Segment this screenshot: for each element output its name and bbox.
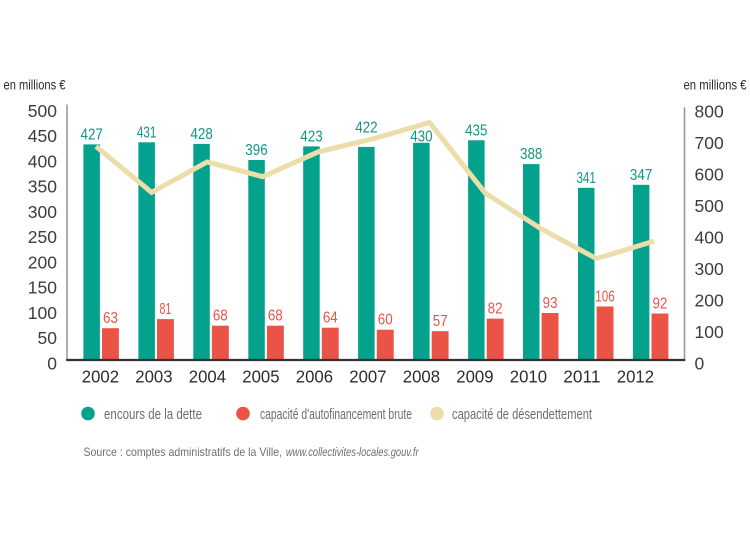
svg-text:450: 450 (28, 126, 57, 146)
svg-text:2005: 2005 (242, 367, 279, 387)
svg-text:0: 0 (695, 353, 705, 373)
svg-text:423: 423 (300, 128, 322, 145)
svg-text:427: 427 (81, 126, 103, 143)
svg-text:700: 700 (695, 133, 724, 153)
svg-text:63: 63 (103, 310, 118, 327)
svg-text:150: 150 (28, 278, 57, 298)
svg-text:400: 400 (28, 151, 57, 171)
svg-text:2007: 2007 (349, 367, 386, 387)
svg-text:396: 396 (245, 142, 267, 159)
svg-text:300: 300 (28, 202, 57, 222)
svg-text:2011: 2011 (563, 367, 600, 387)
svg-text:2002: 2002 (82, 367, 119, 387)
svg-text:200: 200 (695, 290, 724, 310)
svg-text:81: 81 (159, 301, 171, 318)
svg-text:2004: 2004 (189, 367, 226, 387)
svg-text:341: 341 (576, 170, 596, 187)
svg-text:600: 600 (695, 164, 724, 184)
svg-text:250: 250 (28, 227, 57, 247)
svg-text:Source : comptes administratif: Source : comptes administratifs de la Vi… (84, 445, 283, 459)
svg-text:430: 430 (410, 128, 433, 145)
svg-text:347: 347 (630, 167, 652, 184)
svg-text:500: 500 (28, 101, 57, 121)
svg-text:435: 435 (465, 122, 487, 139)
svg-text:en millions €: en millions € (4, 77, 66, 93)
svg-text:2010: 2010 (510, 367, 547, 387)
svg-text:www.collectivites-locales.gouv: www.collectivites-locales.gouv.fr (286, 445, 419, 459)
svg-text:92: 92 (653, 296, 668, 313)
svg-text:388: 388 (520, 146, 542, 163)
svg-text:350: 350 (28, 177, 57, 197)
svg-text:800: 800 (695, 101, 724, 121)
svg-text:431: 431 (137, 124, 157, 141)
svg-text:2012: 2012 (617, 367, 654, 387)
svg-text:68: 68 (268, 308, 283, 325)
svg-text:2008: 2008 (403, 367, 440, 387)
svg-text:100: 100 (695, 322, 724, 342)
svg-text:2009: 2009 (456, 367, 493, 387)
svg-text:428: 428 (190, 126, 212, 143)
svg-text:encours de la dette: encours de la dette (104, 406, 202, 423)
svg-text:200: 200 (28, 252, 57, 272)
svg-text:422: 422 (355, 120, 377, 137)
svg-text:82: 82 (488, 301, 503, 318)
svg-text:57: 57 (433, 313, 448, 330)
svg-text:0: 0 (47, 353, 57, 373)
svg-text:93: 93 (543, 295, 558, 312)
svg-text:300: 300 (695, 259, 724, 279)
svg-text:100: 100 (28, 303, 57, 323)
svg-text:60: 60 (378, 312, 393, 329)
svg-text:capacité de désendettement: capacité de désendettement (452, 406, 593, 423)
svg-text:50: 50 (38, 328, 58, 348)
svg-text:64: 64 (323, 310, 338, 327)
svg-text:en millions €: en millions € (684, 77, 747, 93)
svg-text:capacité d'autofinancement bru: capacité d'autofinancement brute (260, 406, 412, 423)
svg-text:2006: 2006 (296, 367, 333, 387)
svg-text:106: 106 (595, 289, 615, 306)
svg-text:500: 500 (695, 196, 724, 216)
svg-text:68: 68 (213, 308, 228, 325)
svg-text:2003: 2003 (135, 367, 172, 387)
svg-text:400: 400 (695, 227, 724, 247)
